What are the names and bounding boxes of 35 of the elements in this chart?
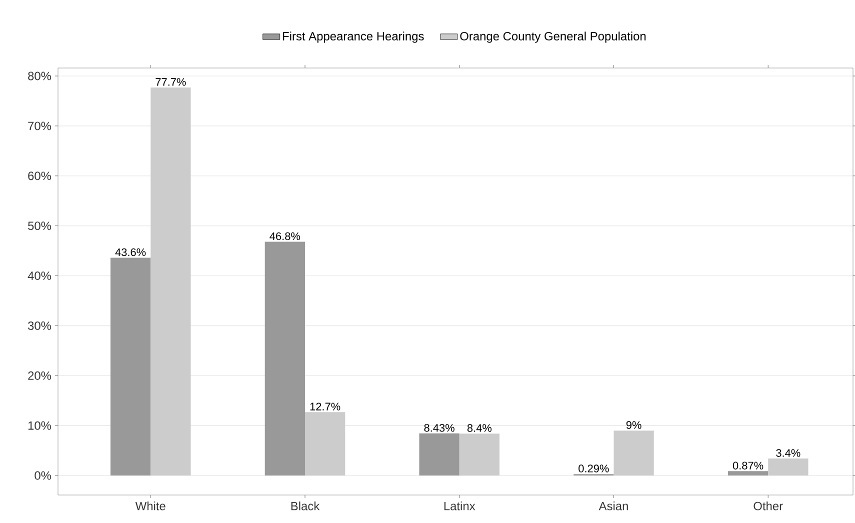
y-tick-label: 70% xyxy=(28,122,52,130)
data-label: 8.43% xyxy=(424,424,454,432)
bar xyxy=(419,433,460,476)
y-tick-label: 10% xyxy=(28,421,52,430)
bar xyxy=(264,242,305,476)
bar xyxy=(614,430,654,476)
x-tick-label: White xyxy=(135,502,166,510)
x-tick-label: Black xyxy=(291,502,320,510)
y-tick-label: 30% xyxy=(28,321,52,330)
data-label: 0.87% xyxy=(732,462,764,470)
x-tick-label: Asian xyxy=(598,502,628,510)
legend-label: First Appearance Hearings xyxy=(283,32,424,43)
data-label: 0.29% xyxy=(578,464,609,472)
data-label: 43.6% xyxy=(115,248,146,256)
bar xyxy=(459,434,500,476)
bar xyxy=(150,87,191,476)
y-tick-label: 40% xyxy=(28,272,52,280)
legend-label: Orange County General Population xyxy=(460,32,646,43)
y-tick-label: 20% xyxy=(28,371,52,380)
y-tick-label: 80% xyxy=(28,72,52,80)
data-label: 46.8% xyxy=(270,232,300,240)
x-tick-label: Latinx xyxy=(444,502,476,510)
data-label: 3.4% xyxy=(776,449,800,457)
bar xyxy=(304,412,346,476)
bar xyxy=(768,458,808,476)
y-tick-label: 0% xyxy=(34,471,52,480)
data-label: 77.7% xyxy=(156,78,186,86)
y-tick-label: 60% xyxy=(28,172,52,180)
y-tick-label: 50% xyxy=(28,222,52,230)
data-label: 8.4% xyxy=(467,424,492,432)
data-label: 12.7% xyxy=(310,402,340,410)
data-label: 9% xyxy=(626,421,642,429)
bar xyxy=(110,258,151,476)
bar xyxy=(728,471,768,476)
x-tick-label: Other xyxy=(754,502,783,510)
